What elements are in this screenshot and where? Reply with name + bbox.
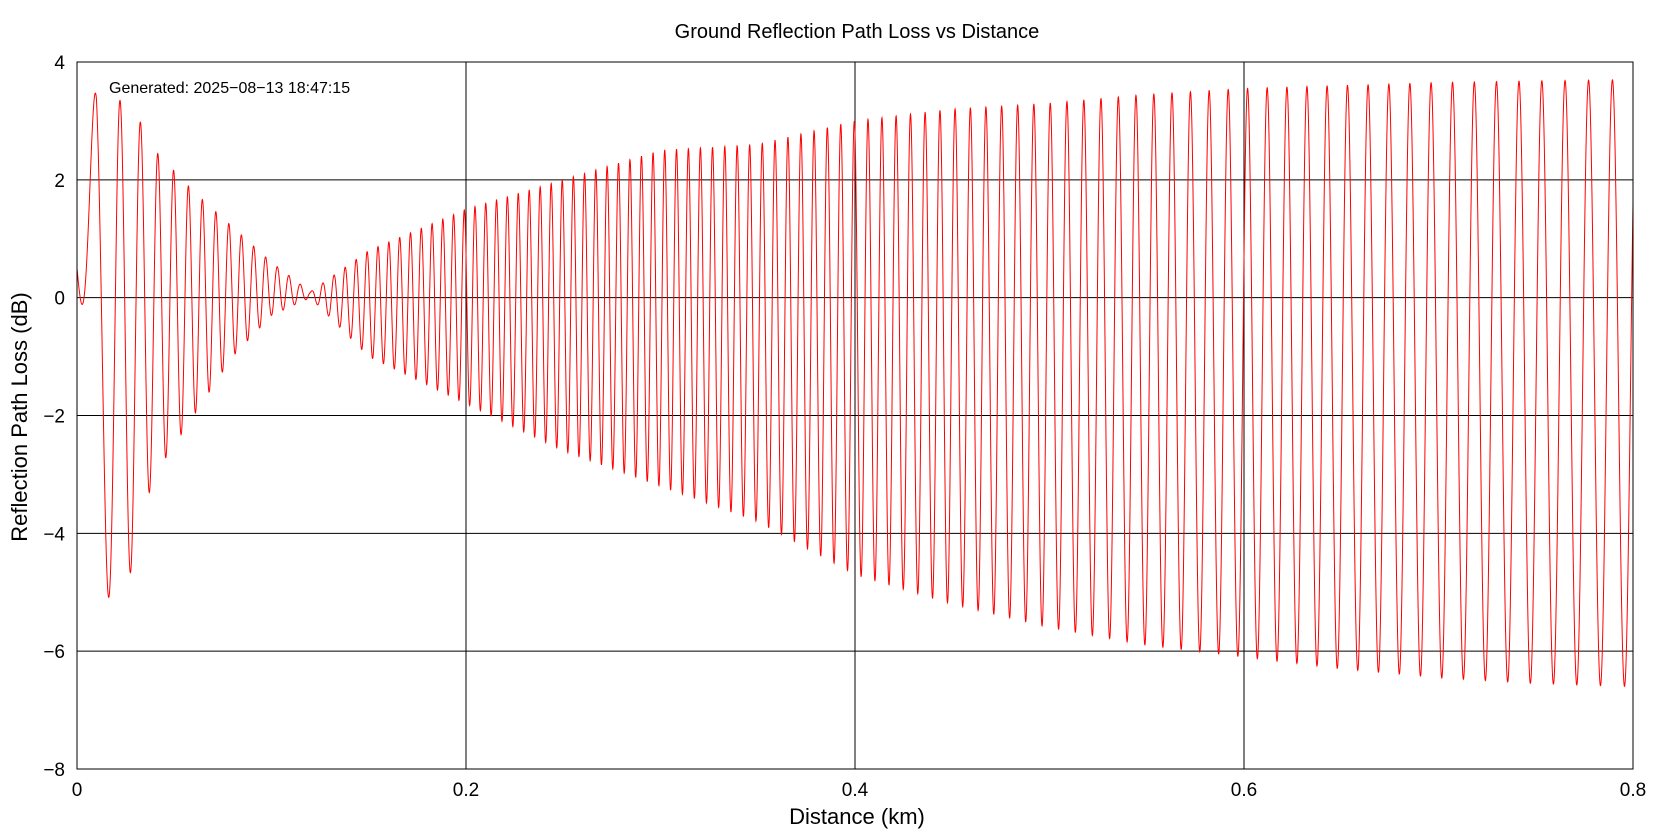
x-axis-label: Distance (km) <box>789 804 925 829</box>
x-tick-label: 0 <box>72 780 83 801</box>
grid-lines <box>77 62 1633 769</box>
x-tick-label: 0.2 <box>453 780 479 801</box>
y-tick-label: 4 <box>54 53 65 74</box>
generated-timestamp: Generated: 2025−08−13 18:47:15 <box>109 80 350 97</box>
y-tick-label: −6 <box>43 642 65 663</box>
x-tick-label: 0.4 <box>842 780 869 801</box>
y-tick-label: 0 <box>54 289 65 310</box>
x-tick-label: 0.6 <box>1231 780 1257 801</box>
y-tick-label: −8 <box>43 760 65 781</box>
chart-title: Ground Reflection Path Loss vs Distance <box>675 21 1040 43</box>
x-tick-label: 0.8 <box>1620 780 1646 801</box>
x-axis-ticks: 0 0.2 0.4 0.6 0.8 <box>72 780 1647 801</box>
y-tick-label: −2 <box>43 407 65 428</box>
y-axis-label: Reflection Path Loss (dB) <box>7 292 32 541</box>
series-layer <box>76 78 1634 688</box>
y-tick-label: −4 <box>43 524 65 545</box>
series-line <box>76 78 1634 688</box>
y-axis-ticks: −8 −6 −4 −2 0 2 4 <box>43 53 65 781</box>
y-tick-label: 2 <box>54 171 65 192</box>
plot-frame <box>76 61 1634 770</box>
